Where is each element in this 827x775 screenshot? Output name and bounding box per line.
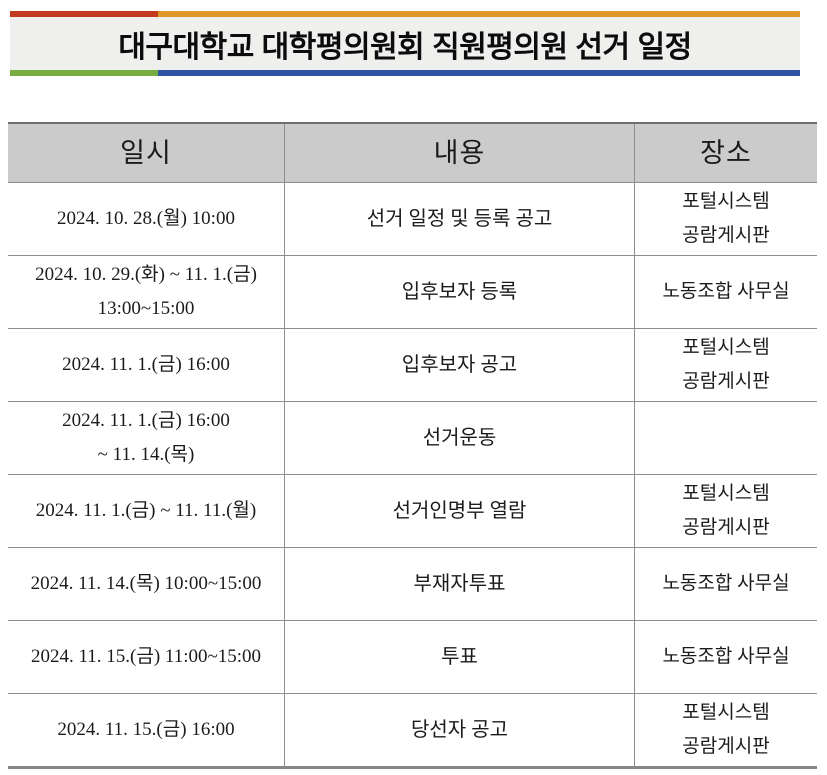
- cell-place: 노동조합 사무실: [662, 645, 790, 667]
- title-banner: 대구대학교 대학평의원회 직원평의원 선거 일정: [10, 11, 800, 76]
- header-cell-place: 장소: [700, 137, 752, 168]
- cell-content: 입후보자 공고: [285, 329, 635, 401]
- cell-datetime: 2024. 11. 1.(금) ~ 11. 11.(월): [8, 475, 285, 547]
- cell-place: 포털시스템 공람게시판: [682, 482, 770, 538]
- accent-orange-bar: [158, 11, 800, 17]
- cell-datetime: 2024. 11. 15.(금) 16:00: [8, 694, 285, 766]
- table-row: 2024. 11. 15.(금) 16:00 당선자 공고 포털시스템 공람게시…: [8, 694, 817, 766]
- table-row: 2024. 11. 1.(금) 16:00 입후보자 공고 포털시스템 공람게시…: [8, 329, 817, 402]
- table-row: 2024. 11. 15.(금) 11:00~15:00 투표 노동조합 사무실: [8, 621, 817, 694]
- cell-content: 투표: [285, 621, 635, 693]
- cell-content: 선거 일정 및 등록 공고: [285, 183, 635, 255]
- accent-blue-bar: [158, 70, 800, 76]
- table-row: 2024. 11. 14.(목) 10:00~15:00 부재자투표 노동조합 …: [8, 548, 817, 621]
- cell-place: [635, 402, 817, 474]
- table-header-row: 일시 내용 장소: [8, 124, 817, 183]
- page-title: 대구대학교 대학평의원회 직원평의원 선거 일정: [118, 30, 692, 64]
- accent-green-bar: [10, 70, 158, 76]
- cell-datetime: 2024. 10. 28.(월) 10:00: [8, 183, 285, 255]
- accent-red-bar: [10, 11, 158, 17]
- cell-place: 포털시스템 공람게시판: [682, 336, 770, 392]
- cell-place: 포털시스템 공람게시판: [682, 190, 770, 246]
- cell-place: 노동조합 사무실: [662, 280, 790, 302]
- table-row: 2024. 11. 1.(금) 16:00 ~ 11. 14.(목) 선거운동: [8, 402, 817, 475]
- cell-place: 노동조합 사무실: [662, 572, 790, 594]
- cell-content: 선거인명부 열람: [285, 475, 635, 547]
- cell-datetime: 2024. 10. 29.(화) ~ 11. 1.(금) 13:00~15:00: [8, 256, 285, 328]
- cell-content: 입후보자 등록: [285, 256, 635, 328]
- cell-content: 선거운동: [285, 402, 635, 474]
- cell-datetime: 2024. 11. 15.(금) 11:00~15:00: [8, 621, 285, 693]
- banner-body: 대구대학교 대학평의원회 직원평의원 선거 일정: [10, 17, 800, 70]
- table-row: 2024. 11. 1.(금) ~ 11. 11.(월) 선거인명부 열람 포털…: [8, 475, 817, 548]
- header-cell-content: 내용: [285, 124, 635, 182]
- cell-datetime: 2024. 11. 1.(금) 16:00: [8, 329, 285, 401]
- bottom-accent-bar: [10, 70, 800, 76]
- cell-content: 당선자 공고: [285, 694, 635, 766]
- schedule-table: 일시 내용 장소 2024. 10. 28.(월) 10:00 선거 일정 및 …: [8, 122, 817, 769]
- cell-content: 부재자투표: [285, 548, 635, 620]
- header-cell-datetime: 일시: [8, 124, 285, 182]
- cell-datetime: 2024. 11. 1.(금) 16:00 ~ 11. 14.(목): [8, 402, 285, 474]
- cell-place: 포털시스템 공람게시판: [682, 701, 770, 757]
- cell-datetime: 2024. 11. 14.(목) 10:00~15:00: [8, 548, 285, 620]
- table-row: 2024. 10. 29.(화) ~ 11. 1.(금) 13:00~15:00…: [8, 256, 817, 329]
- top-accent-bar: [10, 11, 800, 17]
- table-row: 2024. 10. 28.(월) 10:00 선거 일정 및 등록 공고 포털시…: [8, 183, 817, 256]
